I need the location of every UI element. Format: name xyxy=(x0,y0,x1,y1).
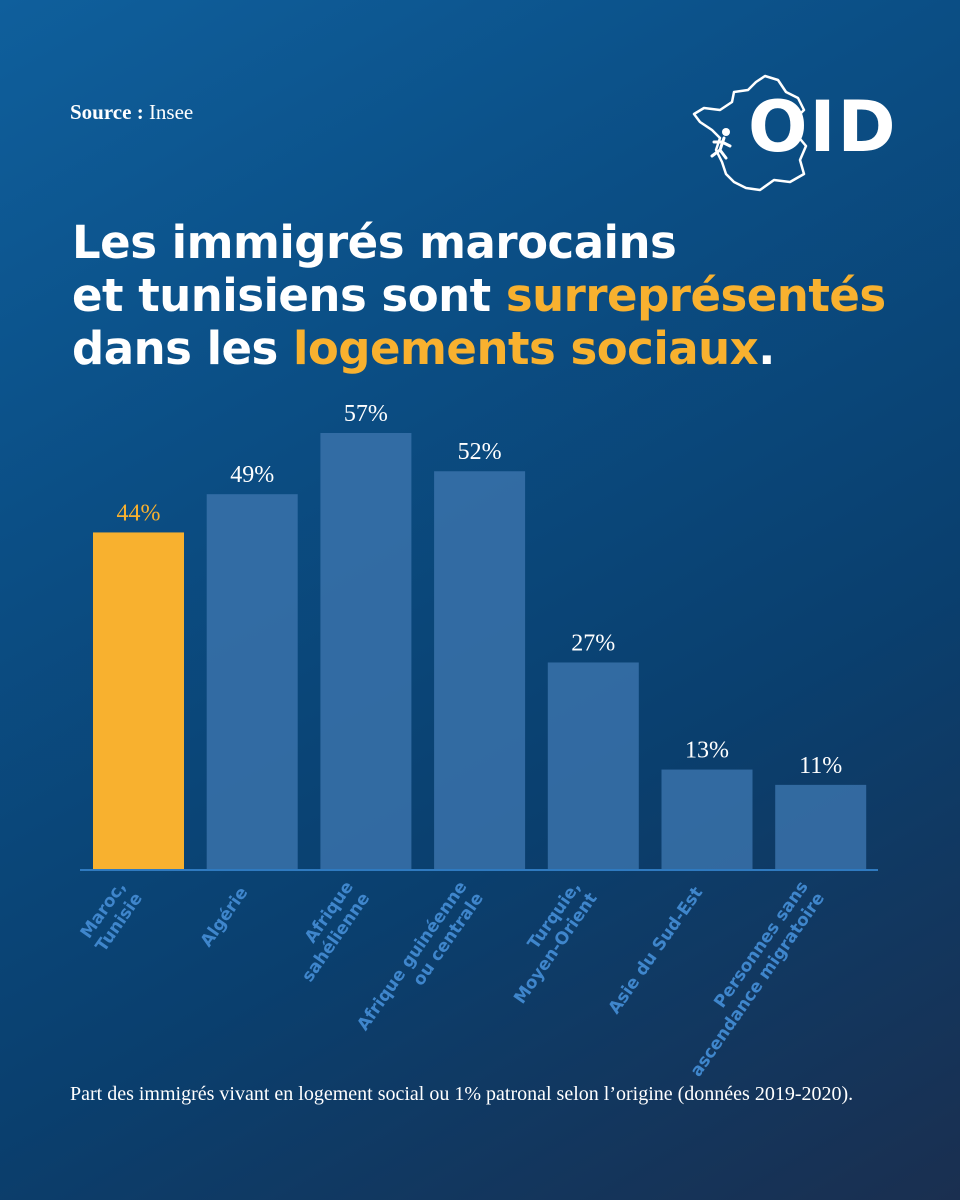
title-line-3-text: dans les xyxy=(72,322,293,375)
title-line-2-text: et tunisiens sont xyxy=(72,269,506,322)
france-map-icon xyxy=(692,74,808,192)
title-highlight-2: logements sociaux xyxy=(292,322,759,375)
bar xyxy=(547,662,639,869)
title-line-2: et tunisiens sont surreprésentés xyxy=(72,269,912,322)
bar xyxy=(320,433,412,869)
data-label: 57% xyxy=(344,401,388,427)
bar-chart: 44% Maroc,Tunisie 49% Algérie 57% Afriquesahé… xyxy=(75,401,878,1080)
bar xyxy=(661,769,753,869)
source-label: Source : xyxy=(70,100,144,124)
category-label-line: Algérie xyxy=(197,883,253,951)
category-label-line: Asie du Sud-Est xyxy=(605,883,708,1017)
bar xyxy=(775,784,867,869)
bar xyxy=(93,532,184,869)
category-label-line: ascendance migratoire xyxy=(687,889,829,1080)
oid-logo: OID xyxy=(690,70,900,200)
data-label: 13% xyxy=(685,738,729,764)
source-line: Source : Insee xyxy=(70,100,193,125)
data-label: 44% xyxy=(117,500,161,526)
title-highlight-1: surreprésentés xyxy=(505,269,886,322)
source-value: Insee xyxy=(148,100,194,124)
bar xyxy=(434,471,526,869)
category-label: Algérie xyxy=(197,883,253,951)
category-label: Afriquesahélienne xyxy=(282,878,375,986)
logo-text: OID xyxy=(748,86,898,168)
data-label: 49% xyxy=(230,462,274,488)
category-label: Afrique guinéenneou centrale xyxy=(353,878,488,1046)
title-line-3: dans les logements sociaux. xyxy=(72,322,912,375)
page-title: Les immigrés marocains et tunisiens sont… xyxy=(72,216,912,375)
title-line-1: Les immigrés marocains xyxy=(72,216,677,269)
data-label: 11% xyxy=(799,753,842,779)
title-line-3-end: . xyxy=(758,322,775,375)
category-label: Maroc,Tunisie xyxy=(75,878,146,956)
data-label: 27% xyxy=(571,630,615,656)
category-label: Asie du Sud-Est xyxy=(605,883,708,1017)
bar xyxy=(206,494,298,869)
data-label: 52% xyxy=(458,439,502,465)
footnote: Part des immigrés vivant en logement soc… xyxy=(70,1083,854,1105)
category-label: Turquie,Moyen-Orient xyxy=(494,878,602,1008)
